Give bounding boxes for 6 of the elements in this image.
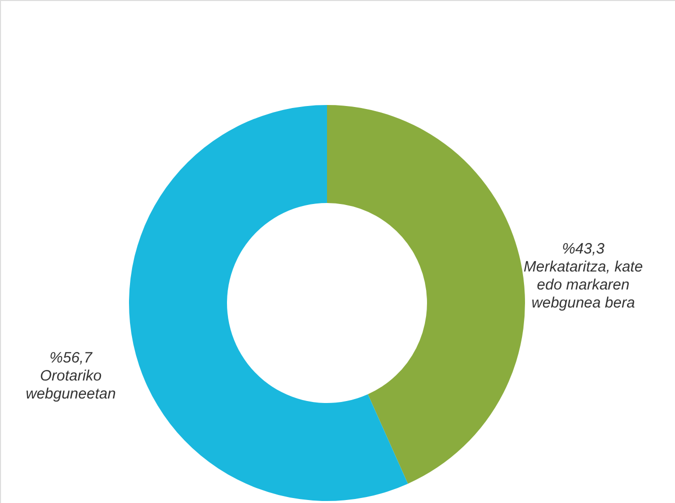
donut-slice <box>129 105 408 501</box>
slice-label: Orotariko webguneetan <box>26 368 116 403</box>
data-label: %56,7 <box>50 350 93 367</box>
donut-slice <box>327 105 525 484</box>
slice-label: Merkataritza, kate edo markaren webgunea bera <box>524 258 643 312</box>
data-label: %43,3 <box>562 240 606 258</box>
